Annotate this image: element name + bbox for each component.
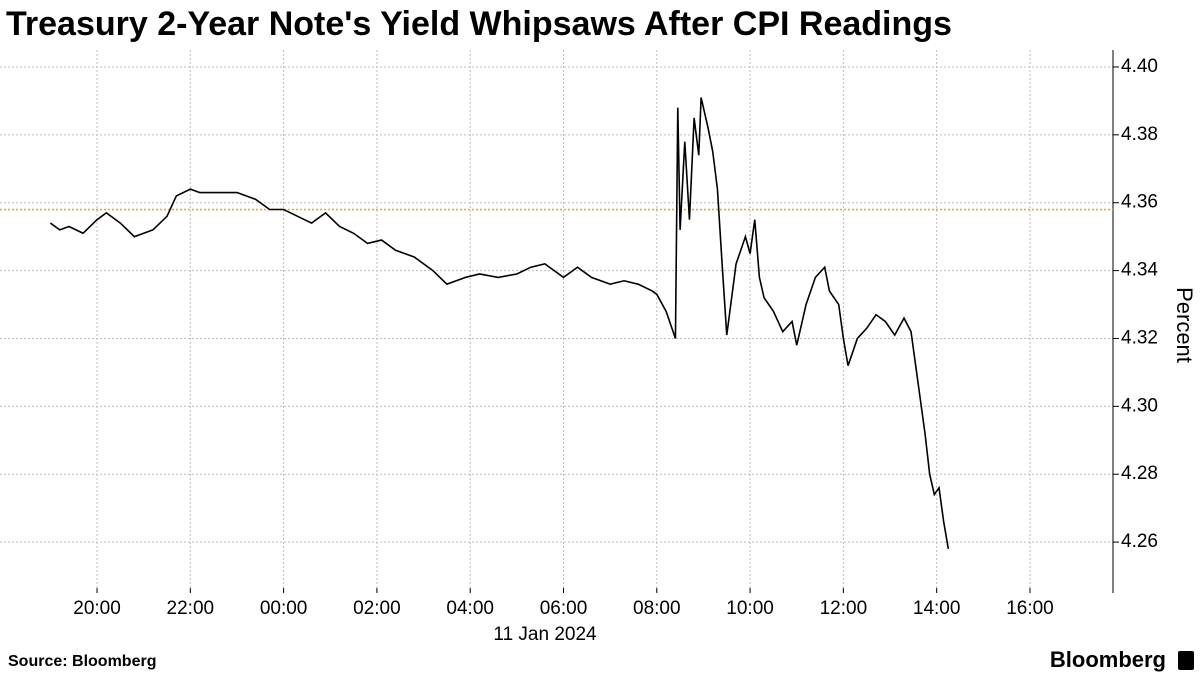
x-tick-label: 20:00 [73,598,121,619]
y-tick-label: 4.26 [1121,531,1158,552]
x-tick-label: 14:00 [913,598,961,619]
x-tick-label: 04:00 [446,598,494,619]
x-tick-label: 00:00 [260,598,308,619]
x-tick-label: 16:00 [1006,598,1054,619]
brand-icon [1178,651,1194,670]
x-tick-label: 12:00 [820,598,868,619]
line-series [49,97,950,550]
y-tick-label: 4.30 [1121,395,1158,416]
chart-title: Treasury 2-Year Note's Yield Whipsaws Af… [6,5,952,43]
y-tick-label: 4.38 [1121,124,1158,145]
x-tick-label: 02:00 [353,598,401,619]
source: Source: Bloomberg [8,653,156,670]
y-tick-label: 4.40 [1121,56,1158,77]
y-tick-label: 4.32 [1121,327,1158,348]
y-tick-label: 4.34 [1121,260,1158,281]
x-tick-label: 06:00 [540,598,588,619]
y-tick-label: 4.36 [1121,192,1158,213]
y-tick-label: 4.28 [1121,463,1158,484]
x-axis-label: 11 Jan 2024 [493,624,597,645]
x-tick-label: 22:00 [167,598,215,619]
y-axis-label: Percent [1172,287,1197,363]
x-tick-label: 08:00 [633,598,681,619]
x-tick-label: 10:00 [726,598,774,619]
brand: Bloomberg [1050,647,1166,672]
